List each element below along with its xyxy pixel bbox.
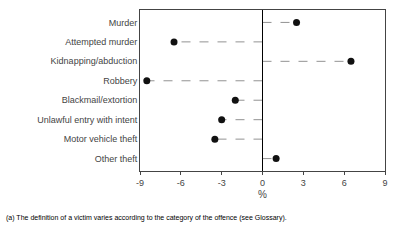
svg-text:Kidnapping/abduction: Kidnapping/abduction (51, 56, 138, 66)
svg-text:Attempted murder: Attempted murder (65, 37, 137, 47)
svg-text:3: 3 (301, 178, 306, 188)
svg-text:Blackmail/extortion: Blackmail/extortion (62, 95, 138, 105)
svg-text:-6: -6 (177, 178, 185, 188)
svg-text:-3: -3 (218, 178, 226, 188)
svg-text:Unlawful entry with intent: Unlawful entry with intent (37, 115, 138, 125)
svg-text:9: 9 (382, 178, 387, 188)
svg-text:(a) The definition of a victim: (a) The definition of a victim varies ac… (6, 214, 287, 222)
svg-text:0: 0 (260, 178, 265, 188)
svg-text:6: 6 (342, 178, 347, 188)
svg-text:-9: -9 (136, 178, 144, 188)
svg-text:%: % (258, 189, 267, 200)
svg-text:Other theft: Other theft (95, 154, 138, 164)
svg-text:Robbery: Robbery (103, 76, 138, 86)
svg-text:Murder: Murder (109, 18, 138, 28)
svg-text:Motor vehicle theft: Motor vehicle theft (64, 134, 138, 144)
